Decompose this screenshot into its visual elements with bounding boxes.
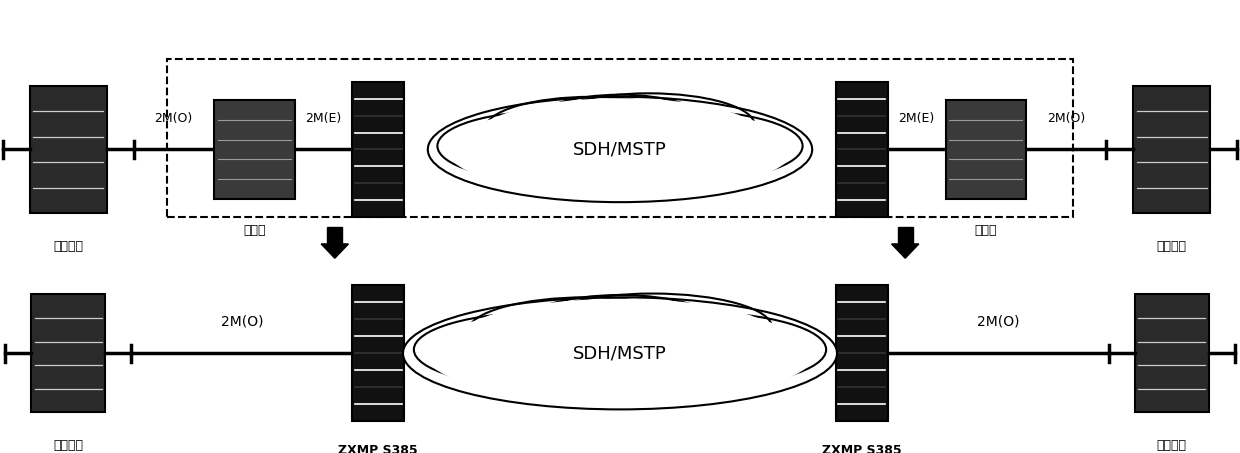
Bar [898, 226, 913, 244]
Ellipse shape [460, 135, 595, 178]
Text: 继电保护: 继电保护 [53, 439, 83, 453]
Bar [352, 82, 404, 217]
Bar [946, 100, 1027, 199]
Ellipse shape [522, 295, 718, 355]
Bar [836, 82, 888, 217]
Ellipse shape [565, 312, 826, 387]
Text: SDH/MSTP: SDH/MSTP [573, 344, 667, 362]
Bar [31, 294, 105, 412]
Text: 2M(O): 2M(O) [221, 314, 263, 328]
Bar [836, 285, 888, 421]
Bar [1133, 86, 1210, 213]
Ellipse shape [533, 294, 771, 361]
Text: ZXMP S385: ZXMP S385 [822, 444, 901, 453]
Text: ZXMP S385: ZXMP S385 [339, 444, 418, 453]
Text: 2M(O): 2M(O) [1047, 111, 1085, 125]
Bar [352, 285, 404, 421]
Text: SDH/MSTP: SDH/MSTP [573, 140, 667, 159]
Bar [30, 86, 107, 213]
Bar [167, 59, 1073, 217]
Text: 2M(O): 2M(O) [977, 314, 1019, 328]
Ellipse shape [428, 97, 812, 202]
Text: 继电保护: 继电保护 [1157, 240, 1187, 253]
Ellipse shape [476, 98, 764, 175]
Ellipse shape [438, 111, 668, 181]
Polygon shape [321, 244, 348, 258]
Text: 转换器: 转换器 [243, 224, 265, 237]
Ellipse shape [446, 104, 794, 195]
Ellipse shape [467, 297, 707, 365]
Ellipse shape [645, 135, 780, 178]
Bar [213, 100, 295, 199]
Ellipse shape [485, 97, 697, 160]
Ellipse shape [458, 299, 782, 381]
Ellipse shape [424, 305, 816, 402]
Text: 2M(O): 2M(O) [155, 111, 193, 125]
Bar [1135, 294, 1209, 412]
Text: 2M(E): 2M(E) [305, 111, 341, 125]
Text: 转换器: 转换器 [975, 224, 997, 237]
Ellipse shape [649, 338, 800, 383]
Ellipse shape [543, 93, 754, 156]
Bar [327, 226, 342, 244]
Ellipse shape [440, 338, 591, 383]
Ellipse shape [414, 312, 675, 387]
Text: 继电保护: 继电保护 [53, 240, 83, 253]
Ellipse shape [533, 95, 707, 151]
Ellipse shape [572, 111, 802, 181]
Polygon shape [892, 244, 919, 258]
Ellipse shape [403, 297, 837, 410]
Text: 继电保护: 继电保护 [1157, 439, 1187, 453]
Text: 2M(E): 2M(E) [899, 111, 935, 125]
